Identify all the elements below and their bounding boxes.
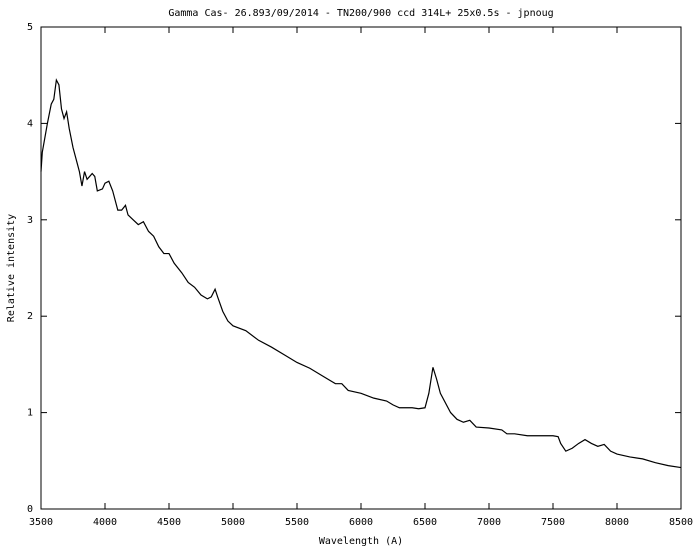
x-tick-label: 4500: [157, 517, 181, 528]
y-tick-label: 0: [27, 504, 33, 515]
y-tick-label: 2: [27, 311, 33, 322]
x-axis-label: Wavelength (A): [319, 536, 403, 547]
x-tick-label: 5000: [221, 517, 245, 528]
y-tick-label: 5: [27, 22, 33, 33]
x-tick-label: 3500: [29, 517, 53, 528]
chart-title: Gamma Cas- 26.893/09/2014 - TN200/900 cc…: [168, 8, 553, 19]
x-tick-label: 6000: [349, 517, 373, 528]
y-tick-label: 1: [27, 408, 33, 419]
x-tick-label: 5500: [285, 517, 309, 528]
spectrum-line: [40, 78, 682, 469]
x-tick-label: 7000: [477, 517, 501, 528]
y-tick-label: 3: [27, 215, 33, 226]
y-tick-label: 4: [27, 118, 33, 129]
x-tick-label: 8500: [669, 517, 693, 528]
x-tick-label: 8000: [605, 517, 629, 528]
plot-frame: [40, 26, 682, 510]
x-tick-label: 7500: [541, 517, 565, 528]
x-tick-label: 4000: [93, 517, 117, 528]
x-tick-label: 6500: [413, 517, 437, 528]
y-axis-label: Relative intensity: [6, 214, 17, 322]
